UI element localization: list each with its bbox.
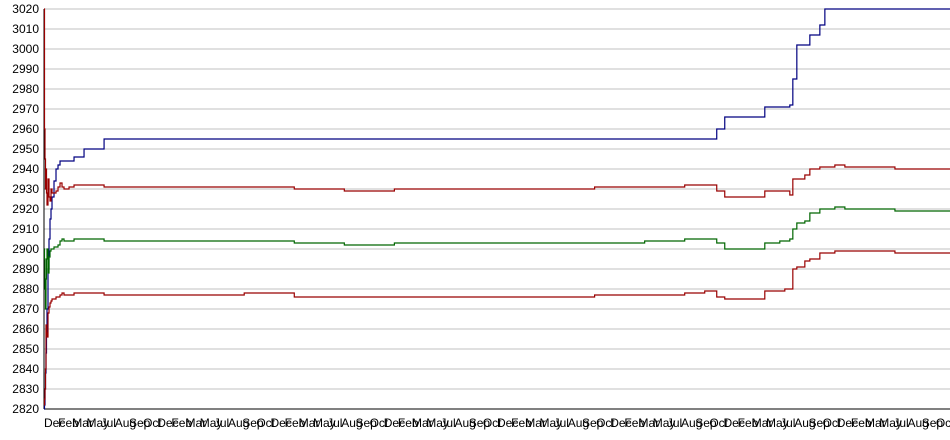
x-tick-label-45: Aug [681,416,702,430]
x-tick-label-23: Oct [370,416,389,430]
x-tick-label-11: May [200,416,223,430]
x-tick-label-10: Mar [186,416,207,430]
x-tick-label-0: Dec [44,416,65,430]
x-tick-label-46: Sep [695,416,717,430]
x-tick-label-28: Jul [440,416,455,430]
y-tick-label-0: 2820 [12,402,39,416]
series-line-1 [43,8,950,206]
x-tick-label-21: Aug [341,416,362,430]
y-tick-label-8: 2900 [12,242,39,256]
x-tick-label-14: Sep [242,416,264,430]
y-tick-label-3: 2850 [12,342,39,356]
y-tick-label-1: 2830 [12,382,39,396]
x-tick-label-58: Mar [865,416,886,430]
x-tick-label-49: Feb [738,416,759,430]
x-tick-label-53: Aug [794,416,815,430]
y-tick-label-17: 2990 [12,62,39,76]
x-tick-label-63: Oct [936,416,950,430]
x-tick-label-50: Mar [752,416,773,430]
x-tick-label-54: Sep [808,416,830,430]
x-tick-label-33: Feb [511,416,532,430]
series-line-3 [43,250,950,406]
y-tick-label-11: 2930 [12,182,39,196]
y-tick-label-18: 3000 [12,42,39,56]
y-tick-label-6: 2880 [12,282,39,296]
x-tick-label-27: May [426,416,449,430]
x-tick-label-6: Sep [129,416,151,430]
x-tick-label-1: Feb [58,416,79,430]
x-tick-label-52: Jul [780,416,795,430]
x-tick-label-32: Dec [497,416,518,430]
x-tick-label-26: Mar [412,416,433,430]
x-tick-label-40: Dec [610,416,631,430]
x-axis-tick-labels: DecFebMarMayJulAugSepOctDecFebMarMayJulA… [44,416,950,430]
x-tick-label-17: Feb [285,416,306,430]
y-tick-label-7: 2890 [12,262,39,276]
x-tick-label-25: Feb [398,416,419,430]
y-tick-label-5: 2870 [12,302,39,316]
series-line-0 [43,8,950,410]
x-tick-label-42: Mar [639,416,660,430]
x-tick-label-61: Aug [908,416,929,430]
x-tick-label-24: Dec [384,416,405,430]
y-tick-label-19: 3010 [12,22,39,36]
x-tick-label-37: Aug [568,416,589,430]
y-axis-tick-labels: 2820 2830 2840 2850 2860 2870 2880 2890 2900 2910… [12,2,39,416]
x-tick-label-20: Jul [327,416,342,430]
y-tick-label-15: 2970 [12,102,39,116]
x-tick-label-31: Oct [483,416,502,430]
x-tick-label-2: Mar [72,416,93,430]
x-tick-label-15: Oct [256,416,275,430]
x-tick-label-55: Oct [823,416,842,430]
y-tick-label-16: 2980 [12,82,39,96]
x-tick-label-22: Sep [355,416,377,430]
x-tick-label-39: Oct [596,416,615,430]
x-tick-label-4: Jul [101,416,116,430]
series-lines [43,8,950,410]
x-tick-label-43: May [653,416,676,430]
x-tick-label-35: May [539,416,562,430]
x-tick-label-13: Aug [228,416,249,430]
x-tick-label-51: May [766,416,789,430]
series-line-2 [43,206,950,310]
x-tick-label-41: Feb [624,416,645,430]
x-tick-label-59: May [879,416,902,430]
x-tick-label-5: Aug [115,416,136,430]
x-tick-label-29: Aug [455,416,476,430]
x-tick-label-57: Feb [851,416,872,430]
x-tick-label-12: Jul [214,416,229,430]
gridlines [44,8,950,410]
y-tick-label-10: 2920 [12,202,39,216]
x-tick-label-3: May [86,416,109,430]
x-tick-label-48: Dec [724,416,745,430]
x-tick-label-18: Mar [299,416,320,430]
x-tick-label-44: Jul [667,416,682,430]
x-tick-label-36: Jul [554,416,569,430]
y-tick-label-4: 2860 [12,322,39,336]
y-tick-label-9: 2910 [12,222,39,236]
x-tick-label-56: Dec [837,416,858,430]
x-tick-label-8: Dec [157,416,178,430]
x-tick-label-47: Oct [709,416,728,430]
x-tick-label-9: Feb [171,416,192,430]
y-tick-label-2: 2840 [12,362,39,376]
x-tick-label-30: Sep [469,416,491,430]
y-tick-label-12: 2940 [12,162,39,176]
x-tick-label-16: Dec [271,416,292,430]
y-tick-label-14: 2960 [12,122,39,136]
x-tick-label-7: Oct [143,416,162,430]
x-tick-label-34: Mar [525,416,546,430]
y-tick-label-20: 3020 [12,2,39,16]
y-tick-label-13: 2950 [12,142,39,156]
x-tick-label-19: May [313,416,336,430]
x-tick-label-38: Sep [582,416,604,430]
x-tick-label-60: Jul [893,416,908,430]
x-tick-label-62: Sep [922,416,944,430]
